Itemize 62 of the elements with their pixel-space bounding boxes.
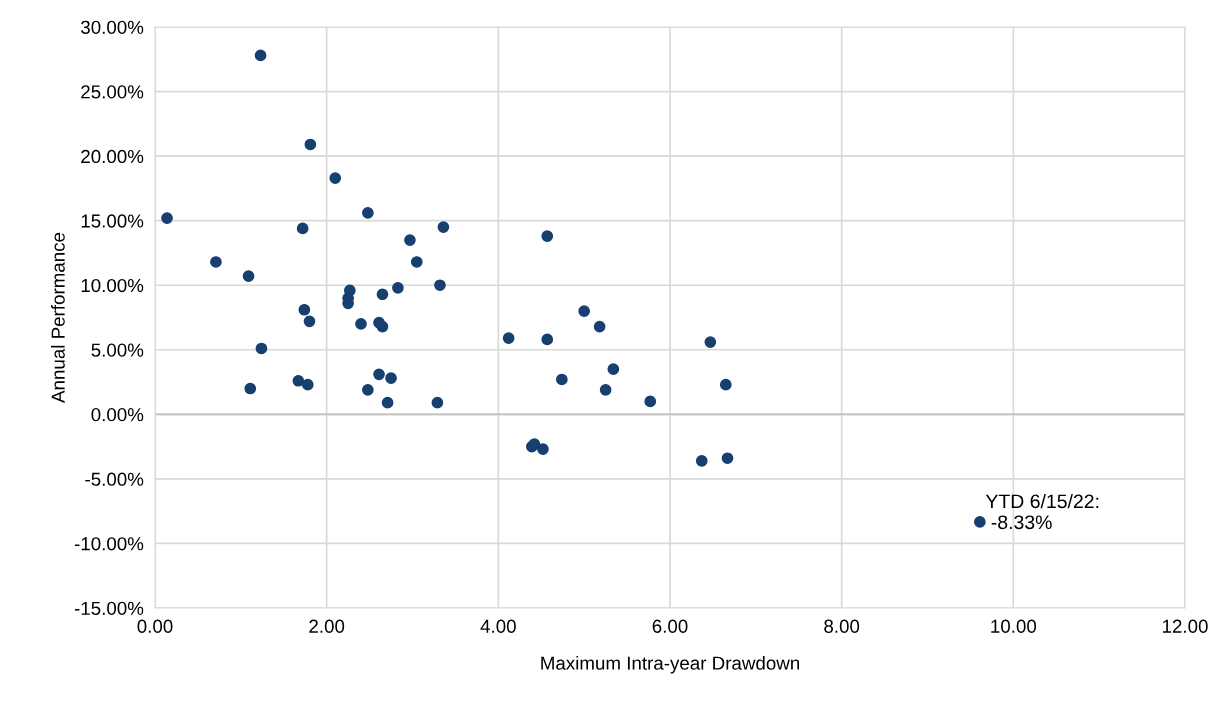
point [537,443,549,456]
point [304,138,317,151]
point [296,222,309,235]
x-tick-label: 4.00 [480,619,516,633]
y-tick-label: -10.00% [74,537,144,551]
point [303,315,316,328]
point [599,383,612,396]
point [355,318,367,330]
point [292,374,305,387]
x-tick-label: 12.00 [1162,619,1208,633]
point [254,49,267,62]
point [974,516,986,528]
x-tick-label: 8.00 [824,619,860,633]
point [362,207,374,219]
point [607,363,620,375]
point [301,378,314,391]
point [437,221,450,233]
point [695,454,708,467]
x-tick-label: 6.00 [652,619,688,633]
point [541,333,554,346]
y-tick-label: 20.00% [81,149,144,164]
y-tick-label: 0.00% [91,408,144,422]
point [376,320,389,333]
point [431,396,444,409]
y-tick-label: 30.00% [81,20,144,34]
point [362,383,374,396]
point [373,368,385,381]
point [242,270,255,283]
y-tick-label: 5.00% [91,343,144,357]
point [376,288,389,301]
point [404,234,416,246]
y-tick-label: 10.00% [81,278,144,293]
point [719,378,732,391]
point [704,336,717,348]
point [593,320,606,333]
point [392,281,404,294]
point [644,395,657,408]
point [385,372,397,385]
point [434,279,446,292]
point [255,342,268,355]
point [556,373,568,386]
y-tick-label: -5.00% [85,472,144,486]
x-tick-label: 10.00 [991,619,1037,633]
point [502,332,515,345]
point [541,230,554,243]
point [298,303,311,316]
y-tick-label: -15.00% [74,601,144,615]
point [161,212,173,224]
y-axis-title: Annual Performance [51,232,65,403]
x-tick-label: 2.00 [309,619,345,633]
point [244,382,257,395]
point [329,172,342,184]
point [381,396,394,409]
y-tick-label: 25.00% [81,85,144,99]
point [410,256,423,268]
annotation: YTD 6/15/22: -8.33% [985,493,1099,530]
x-axis-title: Maximum Intra-year Drawdown [541,656,800,674]
x-tick-label: 0.00 [137,619,173,633]
point [721,452,734,465]
point [210,256,222,268]
y-tick-label: 15.00% [81,214,144,228]
point [578,305,591,317]
